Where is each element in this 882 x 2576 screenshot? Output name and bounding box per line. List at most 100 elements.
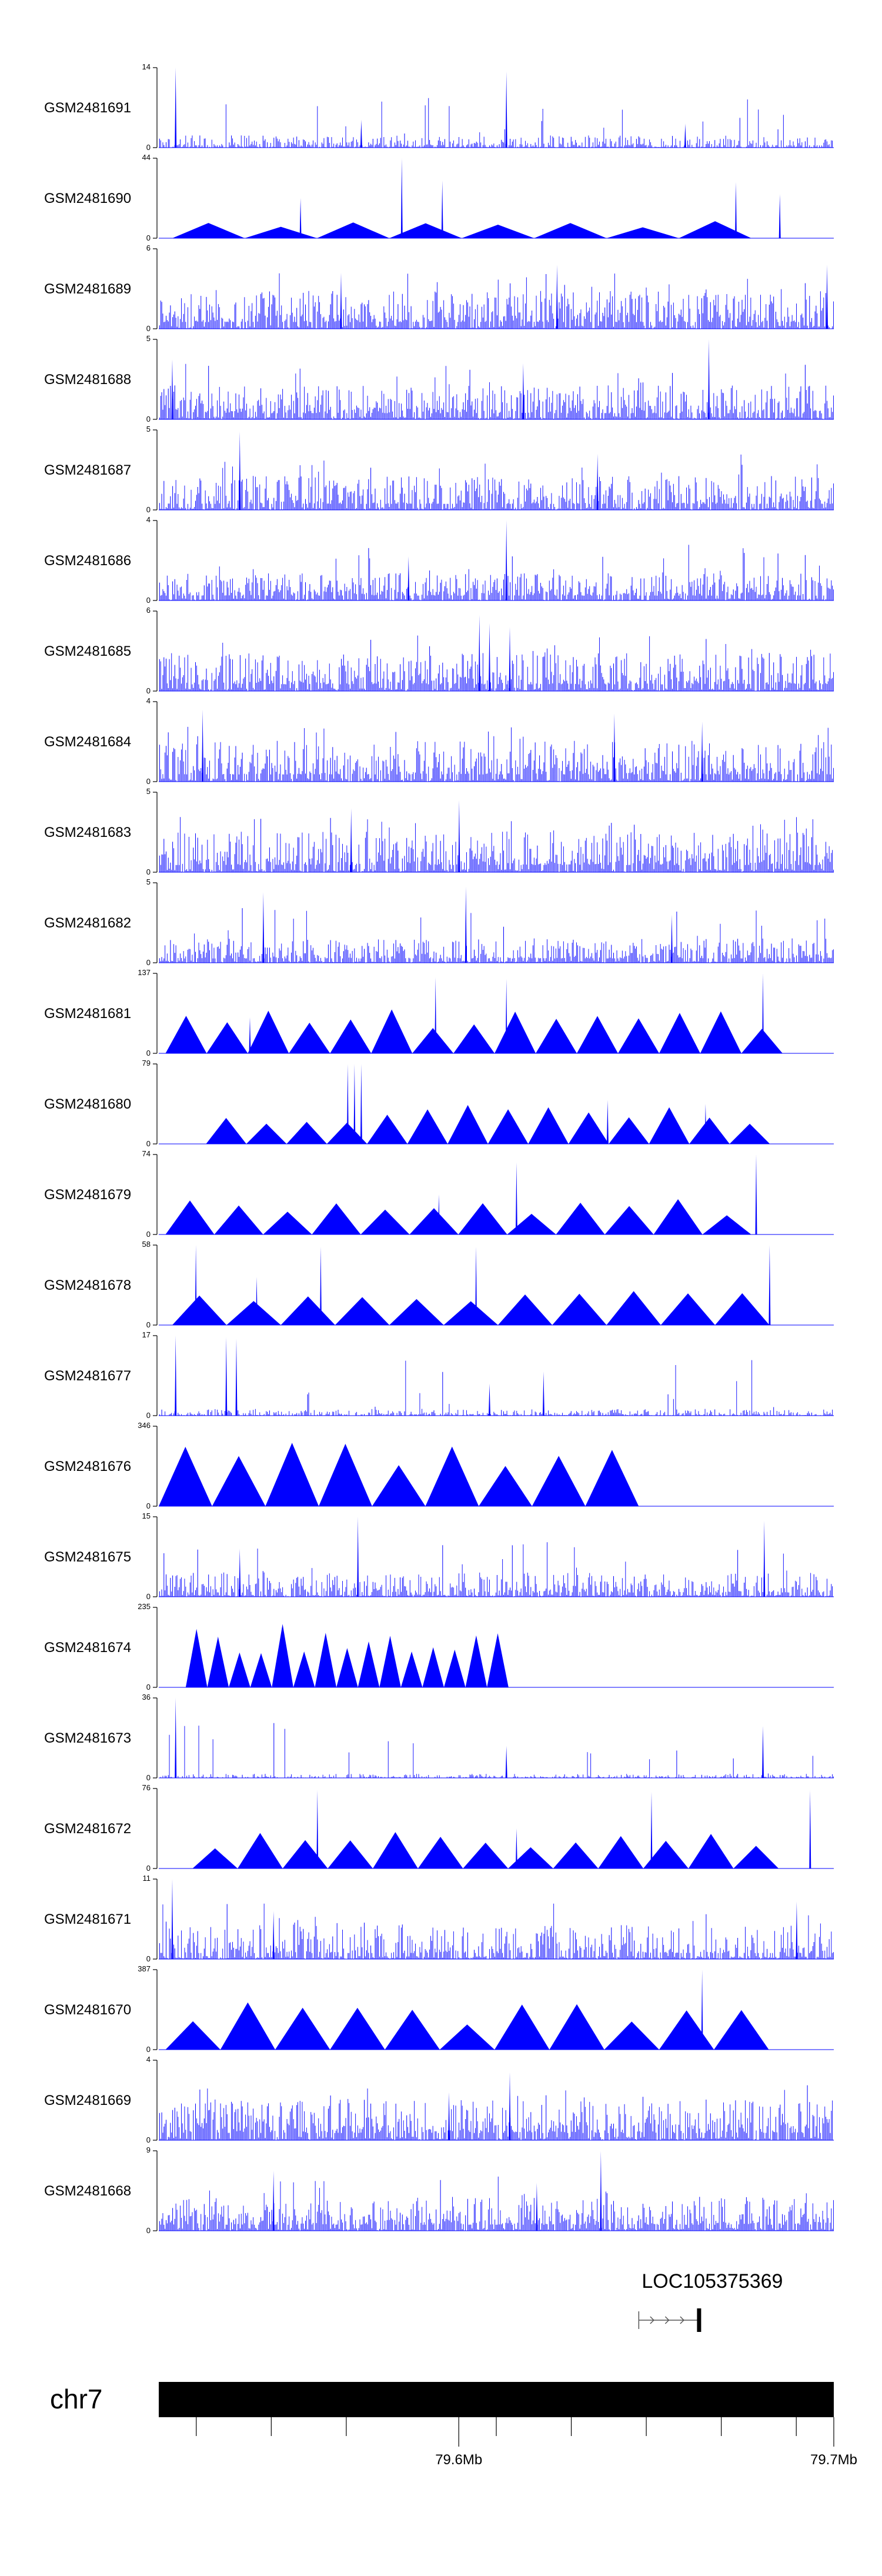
track-GSM2481673: GSM2481673 36 0 <box>44 1693 834 1782</box>
track-GSM2481684: GSM2481684 4 0 <box>44 696 834 786</box>
y-axis-max-label: 387 <box>138 1964 151 1973</box>
signal-spike <box>357 1517 359 1597</box>
signal-spike <box>600 2151 602 2231</box>
signal-spike <box>701 1970 703 2050</box>
signal-spike <box>515 1828 517 1868</box>
y-axis-zero-label: 0 <box>146 143 151 152</box>
chromosome-bar <box>159 2382 834 2417</box>
signal-spike <box>735 182 737 238</box>
signal-spike <box>613 713 616 782</box>
signal-spike <box>249 1017 251 1053</box>
y-axis-max-label: 5 <box>146 787 151 796</box>
signal-spike <box>606 1100 609 1144</box>
y-axis-zero-label: 0 <box>146 596 151 605</box>
signal-spike <box>360 1064 362 1144</box>
y-axis-zero-label: 0 <box>146 1230 151 1239</box>
track-GSM2481670: GSM2481670 387 0 <box>44 1964 834 2054</box>
y-axis-max-label: 9 <box>146 2145 151 2154</box>
signal-spike <box>407 556 410 600</box>
track-label: GSM2481681 <box>44 1006 131 1022</box>
signal-spike <box>350 808 352 872</box>
track-label: GSM2481670 <box>44 2002 131 2018</box>
signal-spike <box>171 1879 173 1959</box>
signal-spike <box>316 1790 319 1868</box>
genome-axis-ticks: 79.6Mb 79.7Mb <box>196 2417 857 2468</box>
track-label: GSM2481679 <box>44 1187 131 1203</box>
y-axis-max-label: 79 <box>142 1059 151 1067</box>
y-axis-zero-label: 0 <box>146 777 151 786</box>
y-axis-max-label: 5 <box>146 334 151 343</box>
track-GSM2481682: GSM2481682 5 0 <box>44 877 834 967</box>
y-axis-max-label: 4 <box>146 2055 151 2064</box>
track-label: GSM2481690 <box>44 191 131 206</box>
track-GSM2481674: GSM2481674 235 0 <box>44 1602 834 1691</box>
signal-spike <box>536 2183 538 2231</box>
y-axis-max-label: 44 <box>142 153 151 162</box>
signal-spike <box>400 158 403 238</box>
signal-spike <box>437 1194 440 1234</box>
track-signal-area <box>159 545 834 600</box>
track-signal-area <box>172 1291 824 1325</box>
strand-arrow <box>680 2316 684 2324</box>
signal-spike <box>650 1791 653 1868</box>
track-GSM2481688: GSM2481688 5 0 <box>44 334 834 423</box>
track-label: GSM2481691 <box>44 100 131 116</box>
track-signal-area <box>206 1105 810 1144</box>
track-GSM2481677: GSM2481677 17 0 <box>44 1330 834 1420</box>
track-signal-area <box>165 1199 800 1234</box>
track-signal-area <box>159 273 834 329</box>
y-axis-max-label: 36 <box>142 1693 151 1701</box>
track-label: GSM2481671 <box>44 1911 131 1927</box>
signal-spike <box>556 265 558 329</box>
track-label: GSM2481686 <box>44 553 131 569</box>
signal-spike <box>320 1246 322 1325</box>
y-axis-max-label: 6 <box>146 606 151 615</box>
signal-spike <box>175 1336 177 1416</box>
track-signal-area <box>159 1443 692 1506</box>
genome-axis-tick-label: 79.7Mb <box>810 2452 857 2468</box>
signal-spike <box>509 2072 511 2140</box>
y-axis-zero-label: 0 <box>146 1320 151 1329</box>
chromosome-label: chr7 <box>50 2384 102 2414</box>
signal-spike <box>769 1245 771 1325</box>
y-axis-max-label: 5 <box>146 877 151 886</box>
signal-spike <box>202 709 204 782</box>
track-GSM2481690: GSM2481690 44 0 <box>44 153 834 242</box>
track-GSM2481691: GSM2481691 14 0 <box>44 62 834 152</box>
track-label: GSM2481668 <box>44 2183 131 2199</box>
track-GSM2481683: GSM2481683 5 0 <box>44 787 834 876</box>
signal-spike <box>195 1245 197 1325</box>
y-axis-zero-label: 0 <box>146 2226 151 2235</box>
track-label: GSM2481680 <box>44 1096 131 1112</box>
signal-spike <box>755 1154 757 1234</box>
track-GSM2481669: GSM2481669 4 0 <box>44 2055 834 2144</box>
y-axis-max-label: 4 <box>146 696 151 705</box>
signal-spike <box>505 520 507 600</box>
signal-spike <box>346 1064 349 1144</box>
track-GSM2481681: GSM2481681 137 0 <box>44 968 834 1057</box>
track-signal-area <box>165 1009 824 1053</box>
signal-spike <box>239 1549 241 1597</box>
signal-spike <box>175 68 177 148</box>
track-signal-area <box>159 1903 834 1959</box>
signal-spike <box>360 119 362 148</box>
y-axis-max-label: 6 <box>146 243 151 252</box>
track-signal-area <box>159 1360 834 1416</box>
track-GSM2481679: GSM2481679 74 0 <box>44 1149 834 1239</box>
gene-annotation: LOC105375369 <box>638 2270 783 2332</box>
signal-spike <box>779 194 781 238</box>
track-signal-area <box>159 2176 834 2231</box>
gene-name-label: LOC105375369 <box>642 2270 783 2293</box>
track-label: GSM2481677 <box>44 1368 131 1384</box>
track-label: GSM2481689 <box>44 281 131 297</box>
signal-spike <box>762 1726 764 1778</box>
signal-spike <box>809 1790 811 1868</box>
signal-spike <box>684 124 686 148</box>
track-label: GSM2481685 <box>44 643 131 659</box>
signal-spike <box>458 800 460 872</box>
y-axis-zero-label: 0 <box>146 1864 151 1873</box>
y-axis-max-label: 76 <box>142 1783 151 1792</box>
track-signal-area <box>165 2002 824 2050</box>
signal-spike <box>489 1383 490 1416</box>
signal-spike <box>505 71 507 148</box>
